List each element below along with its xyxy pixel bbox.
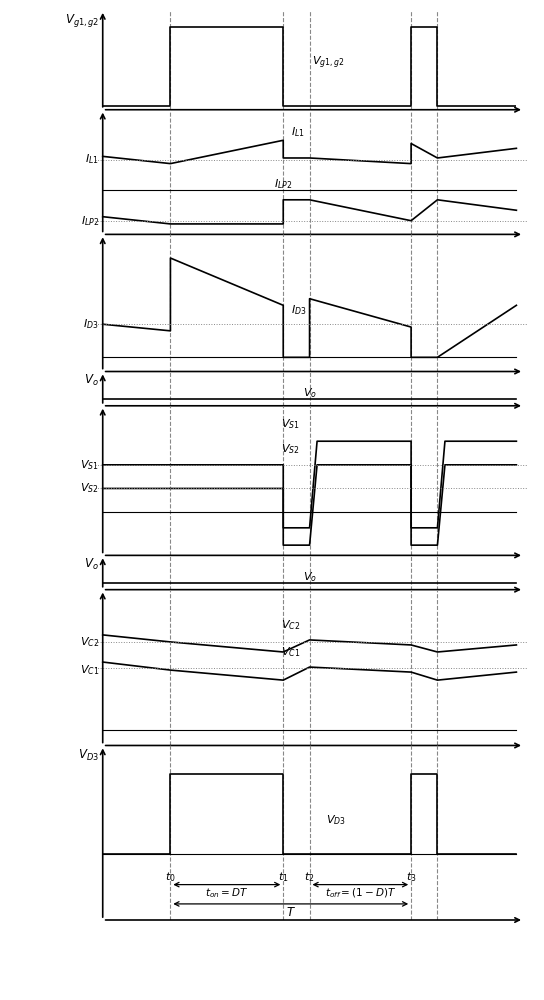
Text: $V_{C2}$: $V_{C2}$ bbox=[281, 618, 300, 632]
Text: $V_o$: $V_o$ bbox=[84, 557, 99, 572]
Text: $V_o$: $V_o$ bbox=[84, 373, 99, 388]
Text: $V_{C1}$: $V_{C1}$ bbox=[79, 663, 99, 677]
Text: $I_{D3}$: $I_{D3}$ bbox=[83, 317, 99, 331]
Text: $t_1$: $t_1$ bbox=[278, 870, 288, 884]
Text: $V_{C2}$: $V_{C2}$ bbox=[80, 635, 99, 649]
Text: $V_{S1}$: $V_{S1}$ bbox=[281, 417, 300, 431]
Text: $t_{on}=DT$: $t_{on}=DT$ bbox=[205, 886, 249, 900]
Text: $V_{S2}$: $V_{S2}$ bbox=[81, 482, 99, 495]
Text: $V_o$: $V_o$ bbox=[302, 386, 317, 400]
Text: $I_{LP2}$: $I_{LP2}$ bbox=[81, 214, 99, 228]
Text: $V_{g1,g2}$: $V_{g1,g2}$ bbox=[65, 12, 99, 29]
Text: $V_{S1}$: $V_{S1}$ bbox=[80, 458, 99, 472]
Text: $V_{g1,g2}$: $V_{g1,g2}$ bbox=[312, 55, 345, 71]
Text: $t_3$: $t_3$ bbox=[406, 870, 416, 884]
Text: $I_{D3}$: $I_{D3}$ bbox=[290, 303, 306, 317]
Text: $I_{L1}$: $I_{L1}$ bbox=[85, 153, 99, 166]
Text: $V_{D3}$: $V_{D3}$ bbox=[78, 748, 99, 763]
Text: $V_{D3}$: $V_{D3}$ bbox=[326, 813, 346, 827]
Text: $T$: $T$ bbox=[286, 906, 296, 919]
Text: $t_0$: $t_0$ bbox=[165, 870, 176, 884]
Text: $I_{LP2}$: $I_{LP2}$ bbox=[274, 177, 293, 191]
Text: $V_{C1}$: $V_{C1}$ bbox=[281, 645, 300, 659]
Text: $I_{L1}$: $I_{L1}$ bbox=[292, 125, 305, 139]
Text: $t_{off}=(1-D)T$: $t_{off}=(1-D)T$ bbox=[325, 886, 396, 900]
Text: $V_o$: $V_o$ bbox=[302, 570, 317, 584]
Text: $V_{S2}$: $V_{S2}$ bbox=[281, 442, 300, 456]
Text: $t_2$: $t_2$ bbox=[304, 870, 315, 884]
